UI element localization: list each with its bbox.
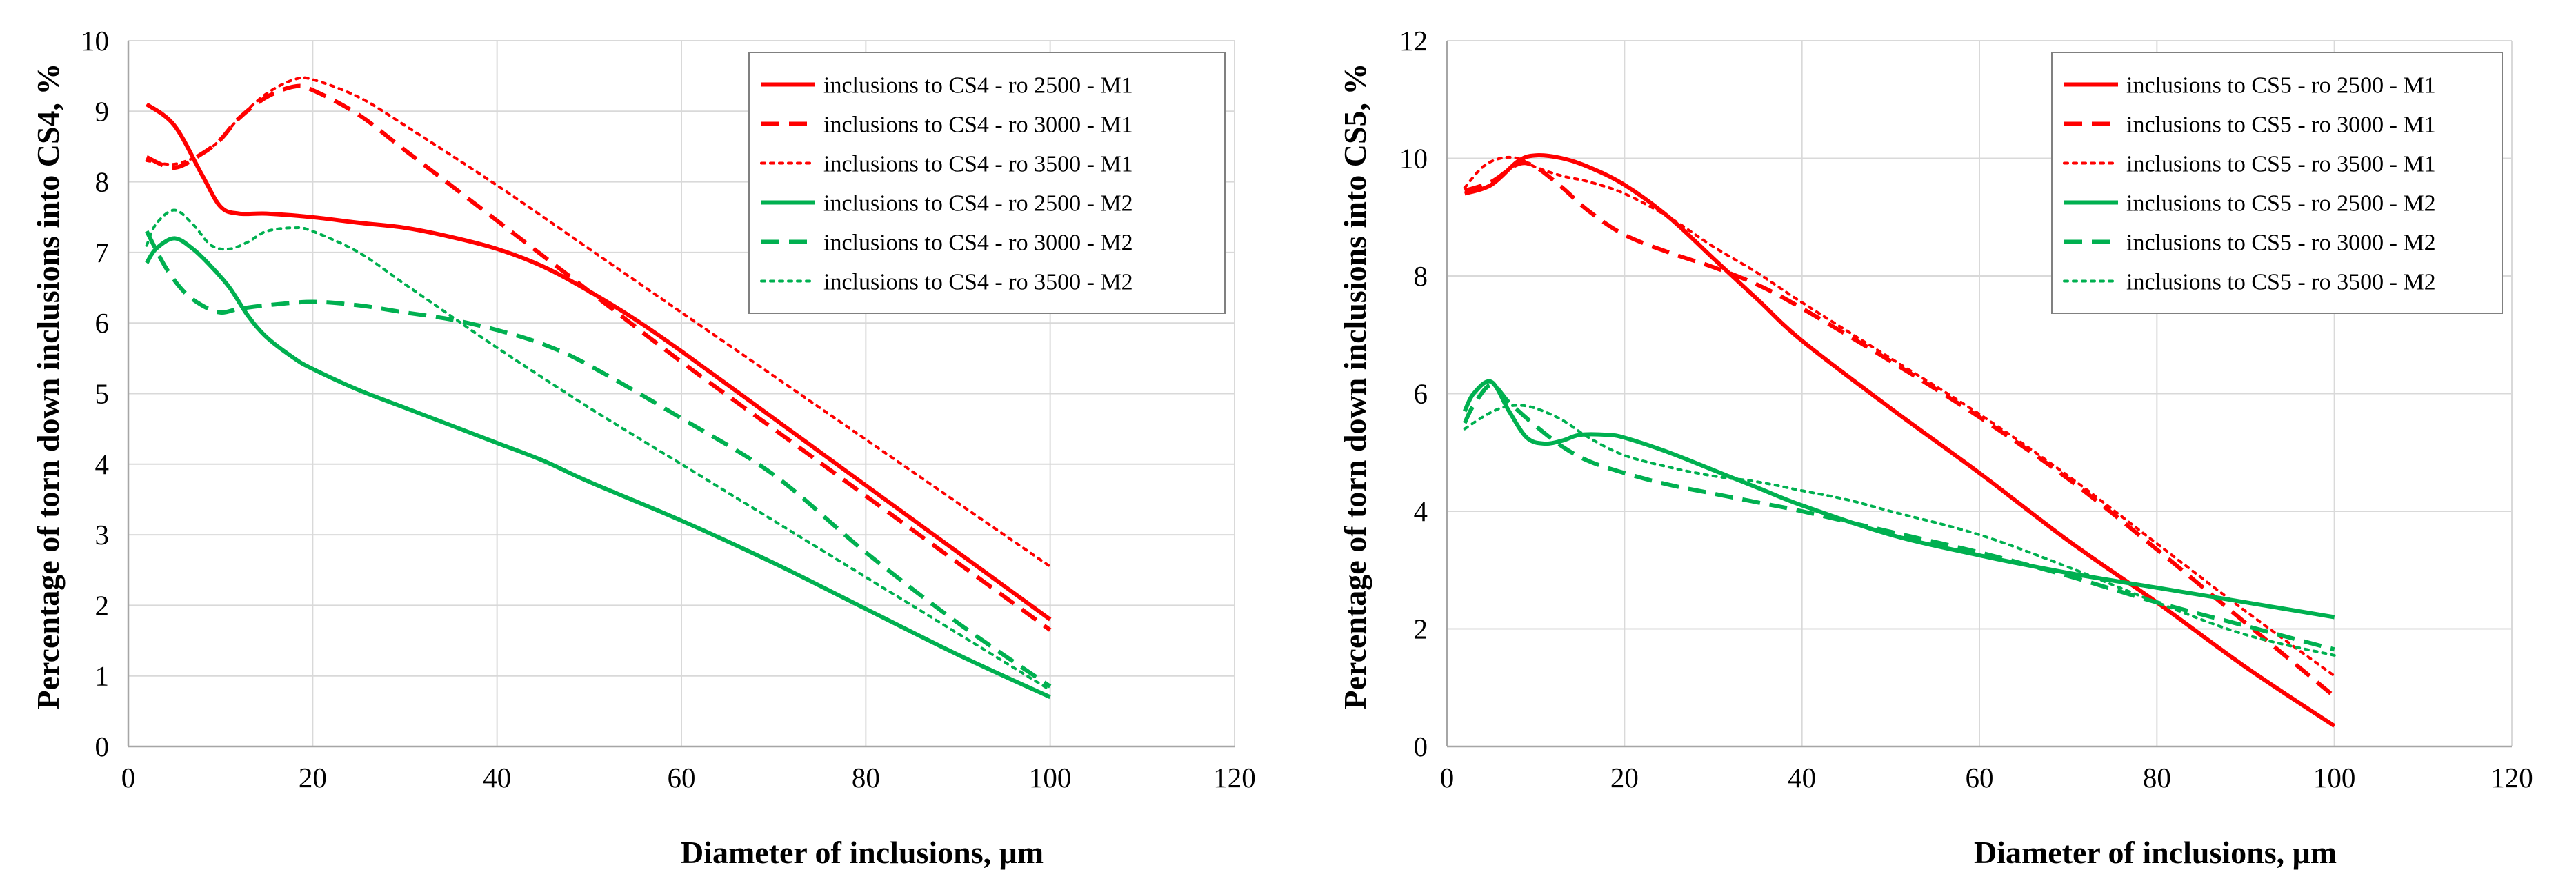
x-tick-label: 80	[852, 762, 880, 793]
y-tick-label: 3	[95, 519, 110, 551]
legend-label: inclusions to CS4 - ro 3000 - M2	[823, 230, 1133, 256]
y-tick-label: 0	[95, 731, 110, 762]
legend: inclusions to CS4 - ro 2500 - M1 inclusio…	[748, 52, 1226, 314]
y-tick-label: 10	[1399, 143, 1428, 175]
y-tick-label: 4	[1414, 495, 1428, 527]
x-tick-label: 60	[1966, 762, 1994, 793]
x-tick-label: 0	[121, 762, 136, 793]
x-tick-label: 40	[483, 762, 511, 793]
series-line-5	[145, 230, 1052, 689]
y-tick-label: 4	[95, 448, 110, 480]
legend-label: inclusions to CS4 - ro 3500 - M2	[823, 270, 1133, 295]
x-tick-label: 80	[2143, 762, 2171, 793]
x-tick-label: 100	[1029, 762, 1072, 793]
x-tick-label: 20	[299, 762, 327, 793]
legend-box	[2051, 52, 2503, 314]
series-line-4	[1462, 379, 2335, 620]
series-line-1	[145, 102, 1052, 622]
series-lines	[1462, 153, 2336, 728]
y-tick-label: 9	[95, 95, 110, 127]
y-tick-label: 8	[95, 166, 110, 198]
x-tick-label: 100	[2313, 762, 2356, 793]
legend-label: inclusions to CS5 - ro 2500 - M2	[2126, 191, 2436, 217]
legend-label: inclusions to CS5 - ro 3500 - M2	[2126, 270, 2436, 295]
x-tick-label: 120	[1213, 762, 1256, 793]
x-tick-label: 20	[1610, 762, 1639, 793]
series-line-4	[145, 236, 1051, 700]
y-tick-label: 0	[1414, 731, 1428, 762]
y-tick-label: 2	[1414, 613, 1428, 645]
series-line-2	[146, 83, 1052, 632]
axes	[127, 41, 1235, 748]
x-tick-label: 120	[2490, 762, 2533, 793]
y-tick-label: 7	[95, 237, 110, 268]
series-lines	[145, 76, 1052, 700]
y-tick-label: 8	[1414, 260, 1428, 292]
series-line-5	[1463, 382, 2335, 652]
y-tick-label: 2	[95, 589, 110, 621]
x-axis-title: Diameter of inclusions, μm	[1974, 835, 2337, 870]
grid	[1447, 40, 2513, 746]
legend-label: inclusions to CS5 - ro 3500 - M1	[2126, 152, 2436, 177]
y-tick-label: 6	[95, 307, 110, 339]
legend-label: inclusions to CS5 - ro 3000 - M2	[2126, 230, 2436, 256]
y-tick-label: 1	[95, 660, 110, 692]
x-tick-label: 0	[1440, 762, 1455, 793]
series-line-3	[1463, 155, 2336, 678]
legend-label: inclusions to CS5 - ro 3000 - M1	[2126, 112, 2436, 138]
y-tick-label: 6	[1414, 378, 1428, 410]
x-tick-label: 60	[668, 762, 696, 793]
legend-label: inclusions to CS4 - ro 3000 - M1	[823, 112, 1133, 138]
x-tick-label: 40	[1788, 762, 1816, 793]
legend-box	[748, 52, 1226, 314]
y-tick-label: 12	[1399, 25, 1428, 57]
grid	[128, 40, 1235, 746]
series-line-1	[1464, 153, 2336, 728]
x-axis-title: Diameter of inclusions, μm	[681, 835, 1044, 870]
legend-label: inclusions to CS5 - ro 2500 - M1	[2126, 73, 2436, 99]
legend-label: inclusions to CS4 - ro 2500 - M2	[823, 191, 1133, 217]
y-tick-label: 10	[81, 25, 109, 57]
series-line-3	[145, 76, 1052, 568]
series-line-6	[145, 208, 1052, 692]
legend: inclusions to CS5 - ro 2500 - M1 inclusio…	[2051, 52, 2503, 314]
y-tick-label: 5	[95, 378, 110, 410]
y-axis-title: Percentage of torn down inclusions into …	[1337, 63, 1372, 709]
axes	[1446, 41, 2512, 748]
legend-label: inclusions to CS4 - ro 3500 - M1	[823, 152, 1133, 177]
legend-label: inclusions to CS4 - ro 2500 - M1	[823, 73, 1133, 99]
y-axis-title: Percentage of torn down inclusions into …	[30, 63, 66, 709]
series-line-6	[1463, 404, 2336, 657]
